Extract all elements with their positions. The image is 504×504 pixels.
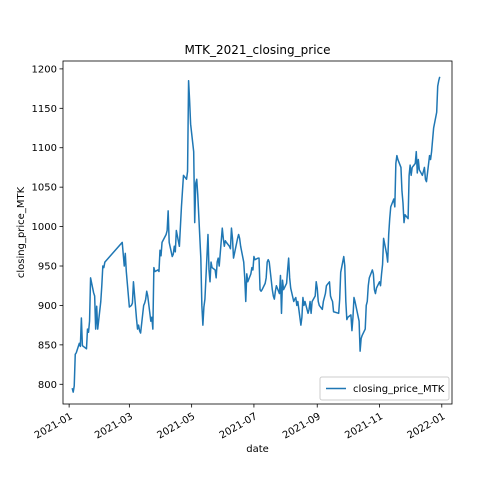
y-tick-label: 1000 (32, 222, 57, 233)
y-tick-label: 1050 (32, 183, 57, 194)
y-tick-label: 1100 (32, 143, 57, 154)
y-tick-label: 1150 (32, 104, 57, 115)
y-tick-label: 800 (38, 380, 57, 391)
legend: closing_price_MTK (319, 376, 450, 401)
y-tick-label: 950 (38, 262, 57, 273)
y-axis-label: closing_price_MTK (16, 186, 27, 278)
legend-box (319, 376, 450, 401)
axes-frame (62, 60, 453, 405)
y-tick-label: 1200 (32, 64, 57, 75)
x-axis-label: date (246, 444, 269, 455)
chart-title: MTK_2021_closing_price (184, 43, 330, 57)
series-line-closing_price_MTK (71, 76, 441, 393)
legend-label: closing_price_MTK (353, 384, 445, 395)
y-tick-label: 900 (38, 301, 57, 312)
y-tick-label: 850 (38, 340, 57, 351)
